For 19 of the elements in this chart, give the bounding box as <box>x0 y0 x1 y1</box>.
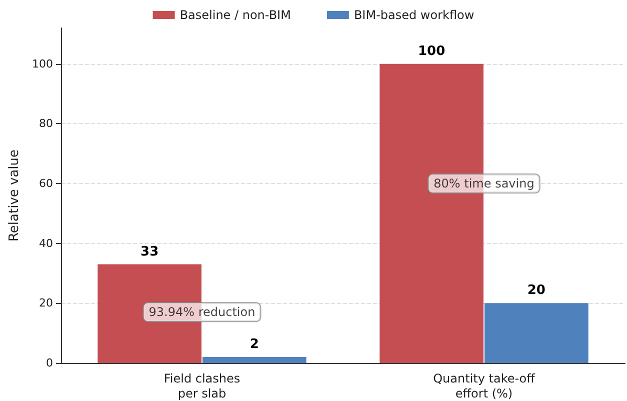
legend-label: Baseline / non-BIM <box>180 8 291 22</box>
y-tick-label: 20 <box>39 296 53 310</box>
data-label: 100 <box>418 44 446 59</box>
annotation: 80% time saving <box>434 176 534 191</box>
y-tick-label: 100 <box>32 57 53 70</box>
data-label: 20 <box>527 283 546 298</box>
bar <box>484 303 588 363</box>
annotation: 93.94% reduction <box>148 305 256 320</box>
data-label: 33 <box>140 244 159 260</box>
y-tick-label: 40 <box>39 236 53 250</box>
legend-label: BIM-based workflow <box>354 8 474 22</box>
data-label: 2 <box>250 337 259 352</box>
x-tick-label: Quantity take-off effort (%) <box>433 372 536 400</box>
y-tick-label: 80 <box>39 117 53 130</box>
x-tick-label: Field clashes per slab <box>164 372 240 400</box>
y-tick-label: 60 <box>39 177 53 190</box>
y-axis-title: Relative value <box>7 149 22 242</box>
y-tick-label: 0 <box>46 356 53 370</box>
bar <box>202 357 306 363</box>
